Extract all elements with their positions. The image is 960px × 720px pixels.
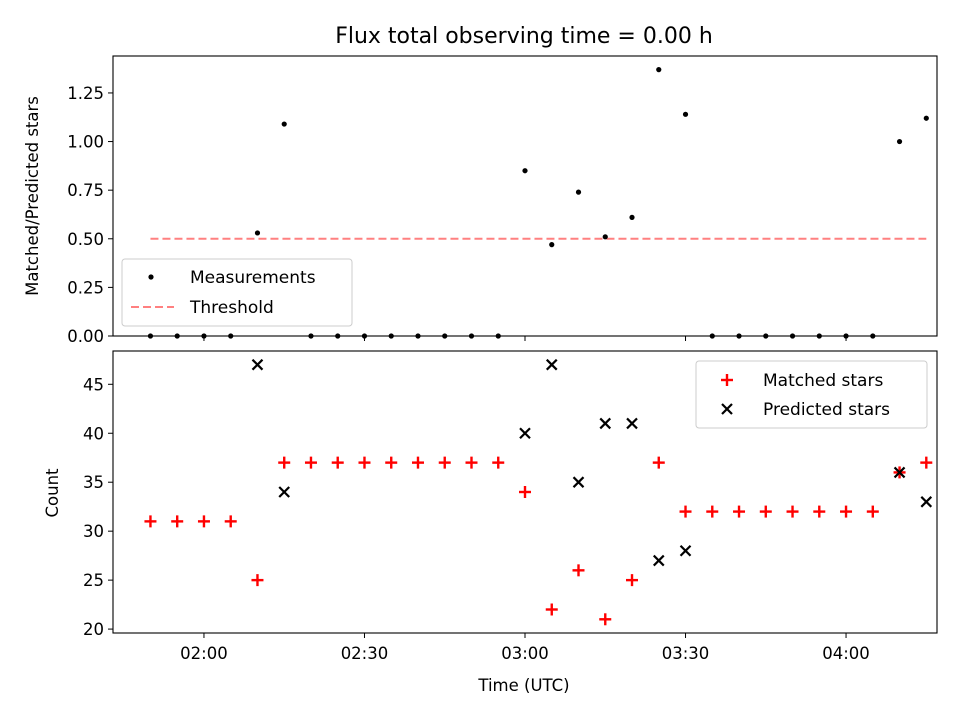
bottom-x-tick-label: 04:00 [822, 644, 870, 663]
measurement-point [923, 115, 929, 121]
bottom-y-tick-label: 40 [83, 424, 104, 443]
bottom-y-tick-label: 35 [83, 473, 104, 492]
measurement-point [522, 168, 528, 174]
top-y-tick-label: 1.25 [67, 84, 104, 103]
matched-star-point [813, 505, 826, 518]
top-chart-title: Flux total observing time = 0.00 h [335, 24, 713, 49]
measurement-point [656, 67, 662, 73]
measurement-point [896, 138, 903, 145]
matched-star-point [679, 505, 692, 518]
bottom-x-tick-label: 02:00 [180, 644, 228, 663]
legend-measurements-label: Measurements [190, 268, 316, 288]
matched-star-point [411, 456, 424, 469]
legend-predicted-marker [721, 403, 733, 415]
predicted-star-point [679, 544, 692, 557]
predicted-star-point [545, 358, 558, 371]
predicted-star-point [278, 486, 290, 498]
measurement-point [575, 189, 582, 195]
matched-star-point [920, 456, 933, 469]
matched-star-point [733, 505, 746, 518]
top-legend: Measurements Threshold [121, 258, 353, 327]
predicted-star-point [920, 496, 933, 508]
measurement-point [254, 230, 261, 236]
top-legend-box [121, 258, 353, 327]
matched-star-point [331, 456, 344, 469]
bottom-x-tick-label: 03:00 [501, 644, 549, 663]
top-y-tick-label: 0.25 [67, 278, 104, 297]
matched-star-point [519, 486, 531, 498]
predicted-star-point [251, 358, 264, 371]
bottom-x-tick-label: 02:30 [341, 644, 389, 663]
matched-star-point [840, 505, 853, 518]
bottom-panel: Count Time (UTC) 20 25 30 35 40 45 02:00 02:30… [43, 350, 938, 695]
measurement-point [602, 234, 608, 240]
matched-star-point [759, 505, 772, 518]
matched-star-point [626, 574, 639, 587]
predicted-star-point [652, 554, 665, 567]
predicted-star-point [626, 417, 638, 430]
measurement-point [629, 214, 635, 220]
bottom-y-tick-label: 25 [83, 571, 104, 590]
matched-star-point [599, 613, 612, 626]
bottom-y-tick-label: 45 [83, 375, 104, 394]
top-y-axis-label: Matched/Predicted stars [23, 96, 42, 296]
top-y-ticks: 0.00 0.25 0.50 0.75 1.00 1.25 [67, 84, 113, 346]
matched-star-point [465, 456, 478, 469]
top-y-tick-label: 0.75 [67, 181, 104, 200]
bottom-y-tick-label: 20 [83, 620, 104, 639]
bottom-x-tick-label: 03:30 [662, 644, 710, 663]
matched-star-point [545, 603, 558, 616]
bottom-x-axis-label: Time (UTC) [477, 676, 569, 695]
bottom-x-ticks: 02:00 02:30 03:00 03:30 04:00 [180, 633, 870, 663]
top-panel: Flux total observing time = 0.00 h Match… [23, 24, 938, 346]
bottom-legend: Matched stars Predicted stars [695, 360, 928, 429]
measurement-point [682, 111, 689, 117]
matched-star-point [171, 515, 184, 528]
matched-star-point [385, 456, 398, 469]
measurement-point [549, 242, 555, 248]
matched-star-point [144, 515, 157, 528]
matched-star-point [786, 505, 799, 518]
matched-star-point [358, 456, 371, 469]
top-y-tick-label: 1.00 [67, 133, 104, 152]
bottom-plot-frame [112, 350, 938, 634]
bottom-legend-box [695, 360, 928, 429]
bottom-y-tick-label: 30 [83, 522, 104, 541]
predicted-star-point [519, 427, 531, 440]
matched-star-point [304, 456, 317, 469]
legend-predicted-label: Predicted stars [763, 400, 890, 420]
measurement-point [281, 121, 287, 127]
matched-star-point [278, 456, 291, 469]
matched-star-point [652, 456, 665, 469]
matched-star-point [251, 574, 264, 587]
predicted-star-point [599, 417, 612, 430]
matched-star-point [197, 515, 210, 528]
matched-star-point [492, 456, 505, 469]
bottom-y-ticks: 20 25 30 35 40 45 [83, 375, 113, 639]
matched-star-point [706, 505, 719, 518]
bottom-data-marks [144, 358, 933, 626]
legend-matched-marker [721, 374, 733, 386]
top-plot-frame [112, 55, 938, 337]
legend-matched-label: Matched stars [763, 371, 883, 391]
matched-star-point [866, 505, 879, 518]
top-y-tick-label: 0.00 [67, 327, 104, 346]
bottom-y-axis-label: Count [43, 468, 62, 518]
top-y-tick-label: 0.50 [67, 230, 104, 249]
matched-star-point [438, 456, 451, 469]
matched-star-point [224, 515, 237, 528]
legend-threshold-label: Threshold [189, 298, 274, 318]
legend-measurements-marker [148, 274, 154, 280]
predicted-star-point [572, 476, 585, 488]
matched-star-point [572, 564, 585, 577]
predicted-star-point [893, 466, 906, 479]
